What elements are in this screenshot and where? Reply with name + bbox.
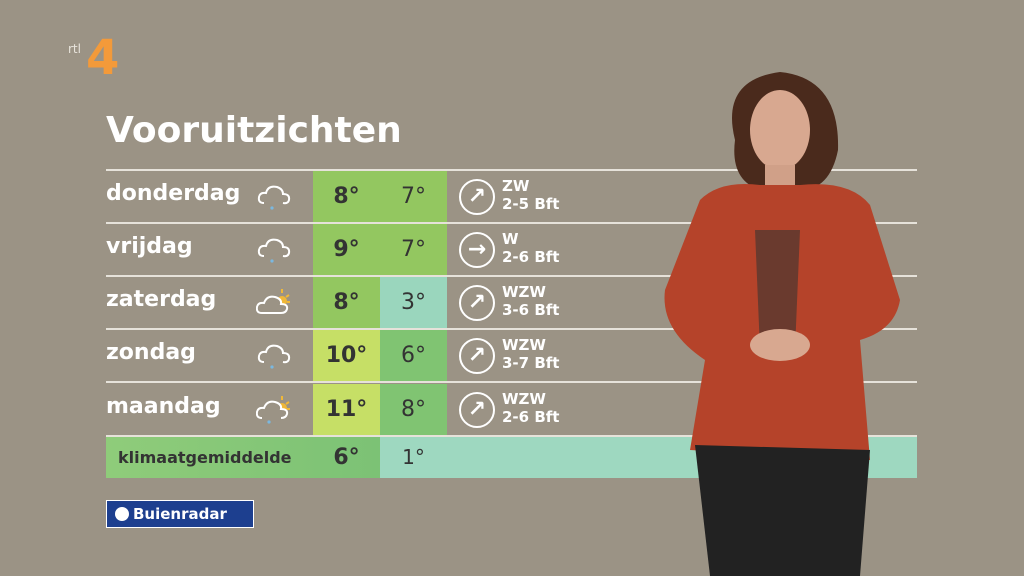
cloud-rain-icon [257, 185, 291, 210]
wind-arrow-icon: ↗ [459, 285, 495, 321]
min-temp: 3° [380, 277, 447, 328]
wind-arrow-icon: ↗ [459, 392, 495, 428]
wind-arrow-icon: ↗ [459, 338, 495, 374]
wind-info: W 2-6 Bft [502, 230, 559, 266]
max-temp: 10° [313, 330, 380, 381]
day-label: zaterdag [106, 287, 217, 312]
max-temp: 8° [313, 171, 380, 222]
row-divider [106, 169, 917, 171]
forecast-row: zondag 10° 6° ↗ WZW 3-7 Bft [106, 330, 917, 381]
min-temp: 7° [380, 171, 447, 222]
wind-force: 2-6 Bft [502, 248, 560, 266]
climate-max: 6° [333, 445, 360, 470]
row-divider [106, 275, 917, 277]
wind-info: WZW 3-7 Bft [502, 336, 559, 372]
forecast-row: vrijdag 9° 7° → W 2-6 Bft [106, 224, 917, 275]
row-divider [106, 381, 917, 383]
row-divider [106, 435, 917, 437]
climate-min: 1° [402, 445, 425, 469]
forecast-row: maandag 11° 8° ↗ WZW 2-6 Bft [106, 384, 917, 435]
wind-info: WZW 3-6 Bft [502, 283, 559, 319]
min-temp: 8° [380, 384, 447, 435]
day-label: maandag [106, 394, 221, 419]
min-temp: 6° [380, 330, 447, 381]
row-divider [106, 222, 917, 224]
buienradar-logo: Buienradar [106, 500, 254, 528]
wind-info: ZW 2-5 Bft [502, 177, 559, 213]
rtl4-logo: rtl 4 [68, 30, 120, 86]
wind-direction: WZW [502, 283, 546, 301]
cloud-rain-icon [257, 238, 291, 263]
max-temp: 8° [313, 277, 380, 328]
climate-label: klimaatgemiddelde [118, 448, 292, 467]
max-temp: 9° [313, 224, 380, 275]
max-temp: 11° [313, 384, 380, 435]
wind-force: 2-6 Bft [502, 408, 560, 426]
day-label: zondag [106, 340, 196, 365]
wind-arrow-icon: → [459, 232, 495, 268]
wind-force: 3-6 Bft [502, 301, 560, 319]
min-temp: 7° [380, 224, 447, 275]
page-title: Vooruitzichten [106, 110, 402, 151]
wind-direction: ZW [502, 177, 530, 195]
wind-direction: W [502, 230, 519, 248]
cloud-rain-icon [257, 344, 291, 369]
wind-force: 3-7 Bft [502, 354, 560, 372]
wind-direction: WZW [502, 390, 546, 408]
day-label: donderdag [106, 181, 241, 206]
row-divider [106, 328, 917, 330]
wind-info: WZW 2-6 Bft [502, 390, 559, 426]
forecast-row: zaterdag 8° 3° ↗ WZW 3-6 Bft [106, 277, 917, 328]
presenter [664, 72, 900, 576]
wind-direction: WZW [502, 336, 546, 354]
wind-arrow-icon: ↗ [459, 179, 495, 215]
sun-cloud-rain-icon [256, 396, 290, 424]
wind-force: 2-5 Bft [502, 195, 560, 213]
forecast-row: donderdag 8° 7° ↗ ZW 2-5 Bft [106, 171, 917, 222]
sun-cloud-icon [256, 289, 290, 314]
day-label: vrijdag [106, 234, 193, 259]
